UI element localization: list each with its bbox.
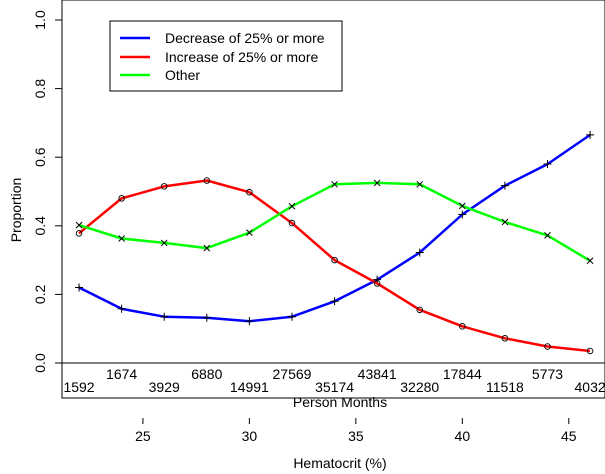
data-point-1-10: [501, 335, 509, 342]
y-axis: 0.0 0.2 0.4 0.6 0.8 1.0: [32, 10, 62, 373]
y-tick-label-4: 0.8: [32, 79, 48, 99]
series-layer: [75, 130, 595, 355]
series-line-0: [78, 133, 591, 323]
data-point-2-12: [586, 257, 594, 265]
data-point-2-5: [288, 202, 296, 210]
person-months-value-3: 6880: [191, 366, 222, 382]
person-months-value-7: 43841: [358, 366, 397, 382]
data-point-0-4: [245, 317, 254, 326]
legend: Decrease of 25% or more Increase of 25% …: [109, 20, 343, 92]
data-point-2-0: [75, 221, 83, 229]
legend-label-other: Other: [165, 67, 200, 83]
person-months-value-5: 27569: [273, 366, 312, 382]
series-line-1: [78, 179, 591, 353]
data-point-1-0: [75, 230, 83, 237]
person-months-value-10: 11518: [486, 379, 524, 395]
person-months-value-1: 1674: [106, 366, 137, 382]
y-tick-label-2: 0.4: [32, 216, 48, 236]
data-point-1-4: [246, 188, 253, 196]
data-point-1-3: [203, 177, 211, 184]
series-line-2: [78, 181, 591, 262]
data-point-2-3: [203, 244, 211, 252]
person-months-value-9: 17844: [443, 366, 482, 382]
data-point-0-0: [75, 283, 84, 292]
person-months-label: Person Months: [293, 394, 387, 410]
x-tick-label-3: 40: [455, 428, 471, 444]
y-tick-label-5: 1.0: [32, 10, 48, 30]
data-point-0-8: [415, 248, 424, 257]
x-axis-label: Hematocrit (%): [293, 455, 386, 471]
x-tick-label-1: 30: [242, 428, 258, 444]
data-point-2-11: [544, 232, 551, 239]
data-point-0-6: [330, 297, 339, 306]
y-axis-label: Proportion: [8, 178, 24, 243]
legend-label-decrease: Decrease of 25% or more: [165, 30, 325, 46]
person-months-value-0: 1592: [63, 379, 94, 395]
person-months-value-6: 35174: [315, 379, 354, 395]
data-point-1-9: [459, 323, 466, 330]
data-point-0-12: [586, 130, 595, 139]
data-point-0-9: [458, 210, 467, 219]
data-point-1-7: [373, 280, 381, 287]
x-tick-label-0: 25: [135, 428, 151, 444]
person-months-value-4: 14991: [230, 379, 269, 395]
person-months-value-11: 5773: [532, 366, 563, 382]
data-point-1-8: [416, 306, 423, 314]
data-point-0-3: [202, 313, 211, 322]
data-point-2-6: [331, 180, 338, 188]
data-point-2-4: [246, 229, 253, 237]
y-tick-label-0: 0.0: [32, 353, 48, 373]
y-tick-label-3: 0.6: [32, 147, 48, 167]
plot-frame: [61, 0, 605, 399]
person-months-value-12: 4032: [575, 379, 605, 395]
data-point-0-10: [500, 181, 509, 190]
data-point-0-2: [160, 312, 169, 321]
x-axis: 25 30 35 40 45: [135, 418, 577, 444]
person-months-value-2: 3929: [149, 379, 180, 395]
data-point-1-12: [586, 347, 594, 355]
data-point-0-1: [117, 304, 126, 313]
data-point-1-2: [160, 183, 168, 190]
data-point-0-11: [543, 160, 552, 169]
data-point-1-11: [544, 343, 551, 350]
x-tick-label-2: 35: [348, 428, 364, 444]
data-point-2-2: [160, 239, 168, 247]
person-months-row: 1592 1674 3929 6880 149912756935174438413228…: [63, 366, 605, 395]
x-tick-label-4: 45: [561, 428, 577, 444]
data-point-2-8: [416, 180, 424, 188]
data-point-1-5: [288, 219, 296, 227]
data-point-2-9: [458, 202, 466, 210]
data-point-2-10: [501, 218, 509, 226]
data-point-2-1: [118, 235, 125, 242]
y-tick-label-1: 0.2: [32, 284, 48, 304]
data-point-0-5: [287, 312, 296, 321]
data-point-1-6: [331, 256, 338, 264]
data-point-2-7: [373, 179, 381, 187]
person-months-value-8: 32280: [400, 379, 439, 395]
data-point-1-1: [118, 195, 125, 202]
legend-label-increase: Increase of 25% or more: [165, 49, 319, 65]
